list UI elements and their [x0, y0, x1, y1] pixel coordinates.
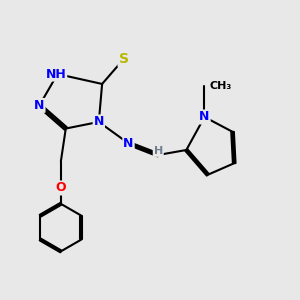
Text: N: N	[199, 110, 210, 124]
Text: NH: NH	[46, 68, 66, 80]
Text: N: N	[34, 99, 45, 112]
Text: CH₃: CH₃	[209, 81, 232, 91]
Text: O: O	[56, 182, 66, 194]
Text: N: N	[94, 116, 104, 128]
Text: S: S	[118, 52, 129, 66]
Text: N: N	[123, 137, 134, 150]
Text: H: H	[154, 146, 163, 156]
